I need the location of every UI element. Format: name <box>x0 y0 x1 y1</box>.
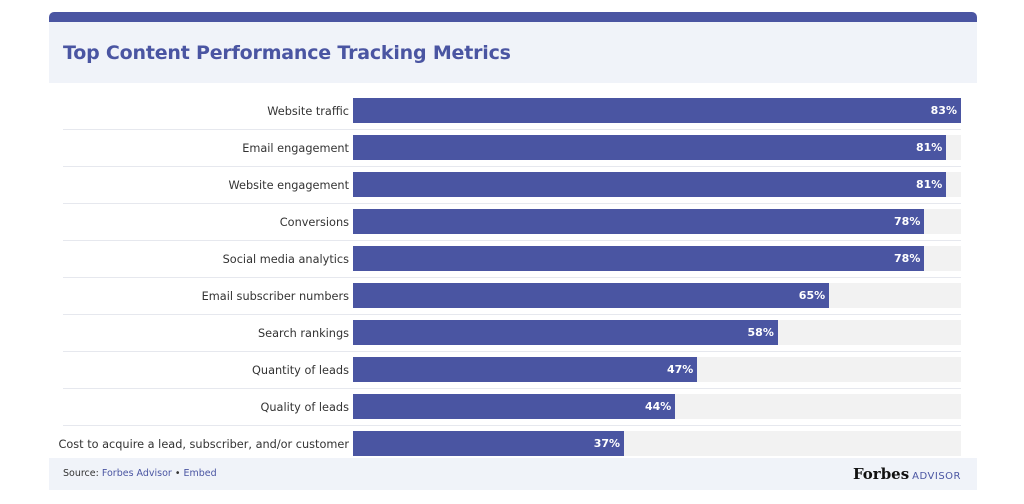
bar-row: Cost to acquire a lead, subscriber, and/… <box>49 426 977 463</box>
category-label: Email engagement <box>242 142 349 155</box>
chart-title: Top Content Performance Tracking Metrics <box>63 42 511 64</box>
bar-value-label: 44% <box>644 400 672 413</box>
bar-value-label: 83% <box>930 104 957 117</box>
chart-card: Top Content Performance Tracking Metrics… <box>49 12 977 490</box>
row-divider <box>63 240 961 241</box>
bar-value-label: 58% <box>747 326 774 339</box>
bar-row: Website engagement 81% <box>49 167 977 204</box>
bar-track: 83% <box>353 98 961 123</box>
chart-header: Top Content Performance Tracking Metrics <box>49 22 977 83</box>
bar-value-label: 47% <box>666 363 694 376</box>
category-label: Conversions <box>279 216 349 229</box>
bar-track: 81% <box>353 172 961 197</box>
category-label: Website engagement <box>228 179 350 192</box>
source-line: Source: Forbes Advisor • Embed <box>63 458 217 490</box>
row-divider <box>63 425 961 426</box>
bar: 47% <box>353 357 698 382</box>
bar: 58% <box>353 320 778 345</box>
bar-track: 78% <box>353 246 961 271</box>
bar-row: Email subscriber numbers 65% <box>49 278 977 315</box>
bar: 83% <box>353 98 961 123</box>
source-link[interactable]: Forbes Advisor <box>101 468 172 479</box>
bar-value-label: 65% <box>798 289 826 302</box>
brand-advisor: ADVISOR <box>912 471 961 482</box>
brand-forbes: Forbes <box>852 465 910 483</box>
bar-track: 47% <box>353 357 961 382</box>
bar-value-label: 81% <box>916 178 943 191</box>
bar-track: 37% <box>353 431 961 456</box>
bar-value-label: 78% <box>894 252 921 265</box>
chart-footer: Source: Forbes Advisor • Embed Forbes ADV… <box>49 458 977 490</box>
bar-row: Conversions 78% <box>49 204 977 241</box>
bar-row: Email engagement 81% <box>49 130 977 167</box>
row-divider <box>63 314 961 315</box>
category-label: Quality of leads <box>260 401 349 414</box>
bar-track: 44% <box>353 394 961 419</box>
row-divider <box>63 129 961 130</box>
bar-row: Website traffic 83% <box>49 93 977 130</box>
category-label: Email subscriber numbers <box>201 290 349 303</box>
bar: 81% <box>353 172 947 197</box>
bar-row: Quality of leads 44% <box>49 389 977 426</box>
category-label: Search rankings <box>257 327 349 340</box>
bar: 37% <box>353 431 625 456</box>
category-label: Quantity of leads <box>252 364 349 377</box>
source-prefix: Source: <box>63 468 102 479</box>
bar-track: 58% <box>353 320 961 345</box>
row-divider <box>63 166 961 167</box>
bar-track: 78% <box>353 209 961 234</box>
bar: 78% <box>353 209 925 234</box>
accent-bar <box>49 12 977 22</box>
bar-track: 65% <box>353 283 961 308</box>
bar-row: Social media analytics 78% <box>49 241 977 278</box>
bar-row: Quantity of leads 47% <box>49 352 977 389</box>
bar-value-label: 78% <box>894 215 921 228</box>
row-divider <box>63 277 961 278</box>
bar-track: 81% <box>353 135 961 160</box>
bar: 78% <box>353 246 925 271</box>
category-label: Cost to acquire a lead, subscriber, and/… <box>58 438 349 451</box>
bar: 65% <box>353 283 830 308</box>
source-separator: • <box>171 468 184 479</box>
row-divider <box>63 203 961 204</box>
forbes-advisor-logo: Forbes ADVISOR <box>853 458 961 490</box>
bar-value-label: 81% <box>916 141 943 154</box>
bar: 44% <box>353 394 676 419</box>
bar: 81% <box>353 135 947 160</box>
row-divider <box>63 388 961 389</box>
category-label: Social media analytics <box>222 253 349 266</box>
bar-chart: Website traffic 83% Email engagement 81% Web… <box>49 83 977 463</box>
category-label: Website traffic <box>267 105 349 118</box>
bar-value-label: 37% <box>593 437 621 450</box>
row-divider <box>63 351 961 352</box>
bar-row: Search rankings 58% <box>49 315 977 352</box>
embed-link[interactable]: Embed <box>183 468 217 479</box>
